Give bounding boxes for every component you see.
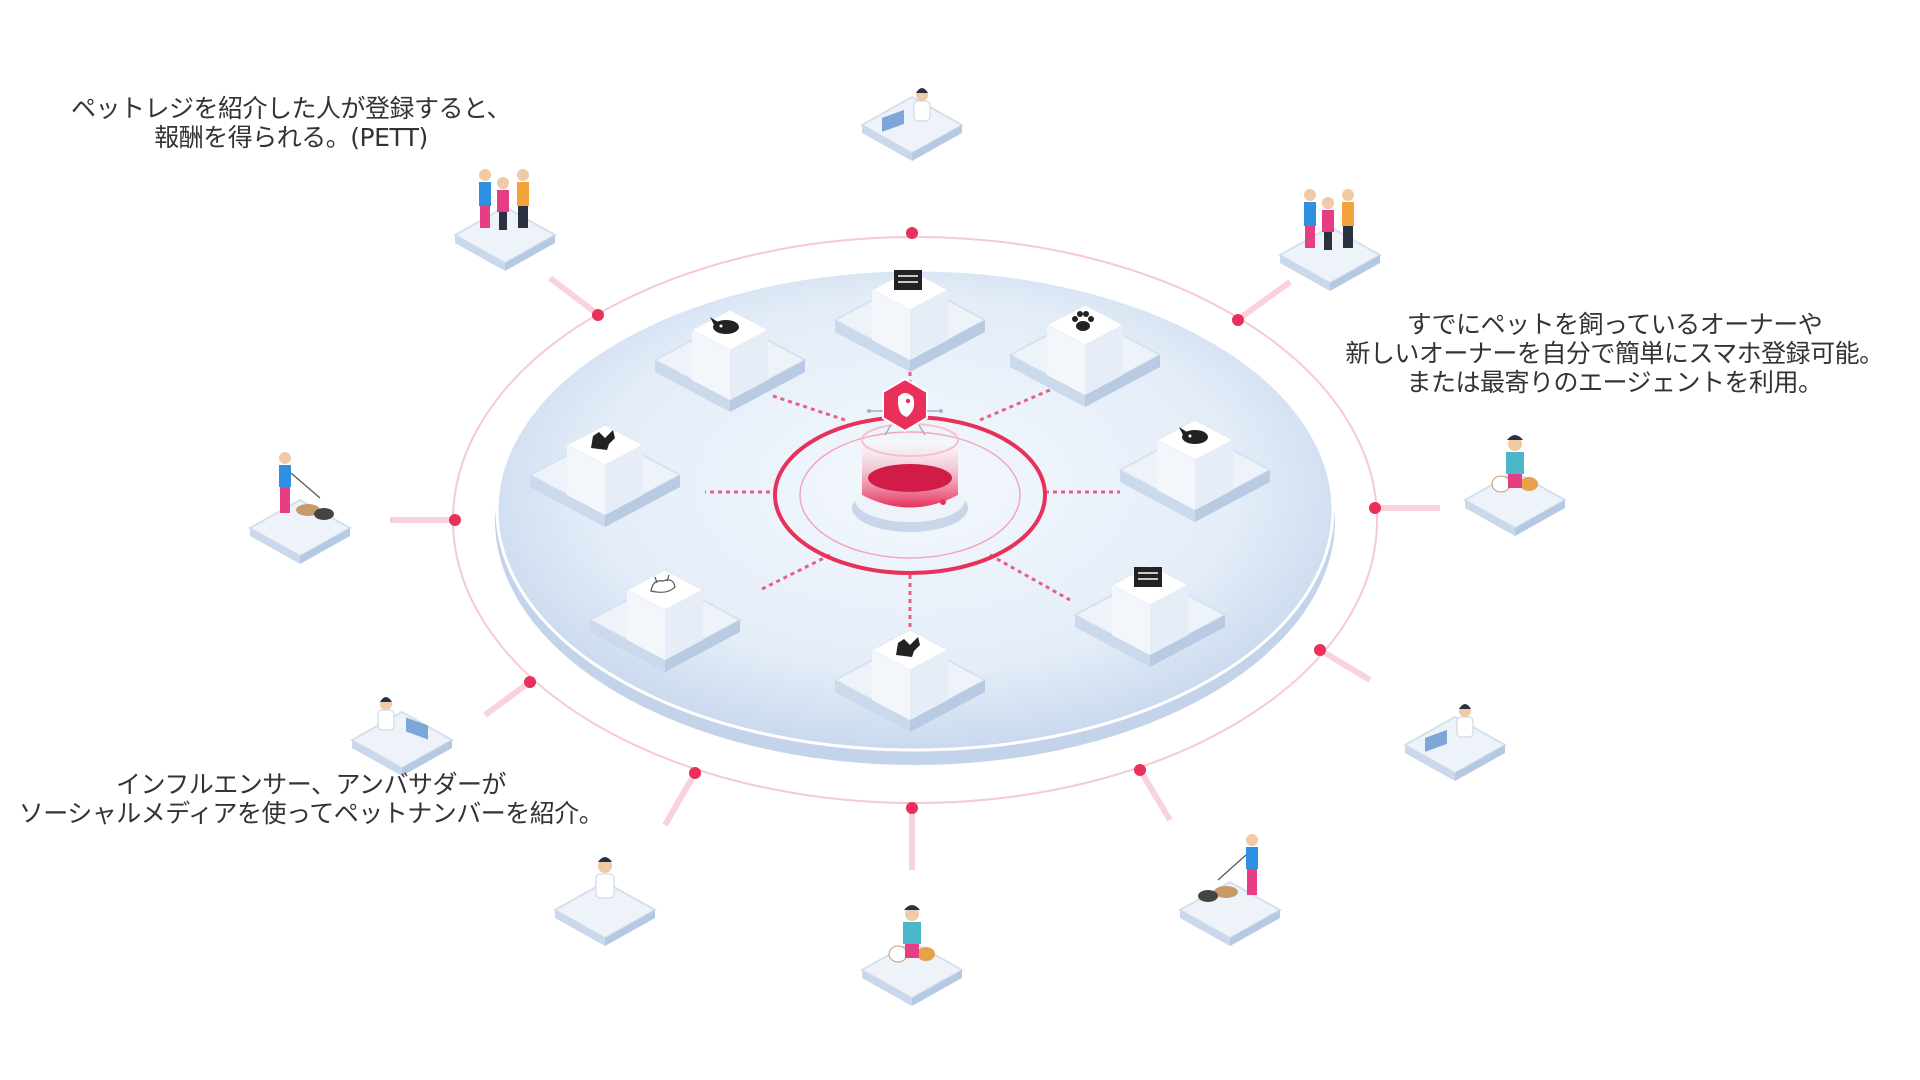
family-icon: [1304, 189, 1354, 250]
node-nw-cat: [654, 309, 806, 413]
caption-influencers: インフルエンサー、アンバサダーが ソーシャルメディアを使ってペットナンバーを紹介…: [6, 770, 616, 828]
cat-icon: [1179, 427, 1208, 444]
person-icon: [595, 857, 615, 899]
caption-owners-line1: すでにペットを飼っているオーナーや: [1406, 310, 1823, 339]
person-dogwalker-se: [1179, 834, 1281, 947]
cat-icon: [710, 317, 739, 334]
center-ring-inner: [799, 431, 1021, 559]
person-laptop-se: [1404, 704, 1506, 782]
pet-chip-logo-icon: [867, 377, 943, 436]
family-icon: [479, 169, 529, 230]
document-icon: [1134, 567, 1162, 587]
dog-icon: [896, 637, 920, 657]
laptop-person-icon: [377, 697, 428, 740]
pet-owner-icon: [888, 905, 935, 963]
document-icon: [894, 270, 922, 290]
dog-walker-icon: [279, 452, 334, 520]
person-family-ne: [1279, 189, 1381, 292]
caption-influencers-line1: インフルエンサー、アンバサダーが: [115, 770, 507, 799]
laptop-person-icon: [882, 88, 931, 132]
person-petowner-e: [1464, 435, 1566, 537]
node-w-dog: [529, 424, 681, 528]
person-laptop-sw: [351, 697, 453, 777]
caption-referral-line2: 報酬を得られる。(PETT): [154, 123, 428, 152]
node-se-document: [1074, 564, 1226, 668]
dog-sketch-icon: [650, 574, 676, 593]
caption-owners: すでにペットを飼っているオーナーや 新しいオーナーを自分で簡単にスマホ登録可能。…: [1322, 310, 1907, 397]
node-sw-dog-sketch: [589, 569, 741, 673]
center-hub: [852, 423, 968, 532]
laptop-person-icon: [1425, 704, 1474, 752]
ring-nodes: [449, 227, 1381, 814]
node-n-document: [834, 269, 986, 373]
outer-spokes: [390, 168, 1440, 870]
caption-owners-line2: 新しいオーナーを自分で簡単にスマホ登録可能。: [1345, 339, 1884, 368]
caption-referral: ペットレジを紹介した人が登録すると、 報酬を得られる。(PETT): [56, 94, 526, 152]
dog-walker-icon: [1198, 834, 1258, 902]
person-laptop-top: [861, 88, 963, 162]
paw-icon: [1072, 311, 1094, 331]
pet-owner-icon: [1491, 435, 1538, 493]
person-thinking-s: [554, 857, 656, 947]
caption-influencers-line2: ソーシャルメディアを使ってペットナンバーを紹介。: [18, 799, 604, 828]
dog-icon: [591, 430, 615, 450]
caption-owners-line3: または最寄りのエージェントを利用。: [1406, 368, 1823, 397]
node-e-cat: [1119, 419, 1271, 523]
node-s-dog: [834, 629, 986, 733]
person-dogwalker-w: [249, 452, 351, 565]
person-petowner-s: [861, 905, 963, 1007]
person-family-nw: [454, 169, 556, 272]
node-ne-paw: [1009, 304, 1161, 408]
caption-referral-line1: ペットレジを紹介した人が登録すると、: [70, 94, 512, 123]
